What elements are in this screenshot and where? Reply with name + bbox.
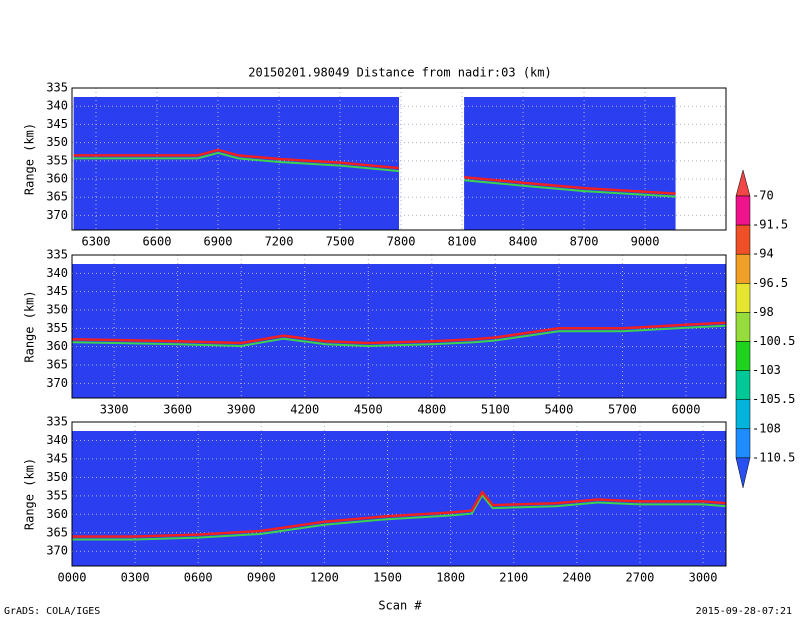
- y-tick-label: 365: [46, 525, 68, 539]
- x-tick-label: 3600: [163, 403, 192, 417]
- x-tick-label: 8400: [509, 235, 538, 249]
- surface-halo: [72, 493, 727, 541]
- x-tick-label: 3000: [689, 571, 718, 585]
- colorbar-segment: [735, 312, 751, 342]
- y-tick-label: 340: [46, 433, 68, 447]
- y-axis-label: Range (km): [23, 458, 37, 530]
- plot-frame: [71, 254, 727, 399]
- y-tick-label: 365: [46, 358, 68, 372]
- colorbar-label: -100.5: [752, 334, 795, 348]
- footer-right: 2015-09-28-07:21: [696, 606, 792, 617]
- y-tick-label: 370: [46, 544, 68, 558]
- y-tick-label: 355: [46, 488, 68, 502]
- y-axis-label: Range (km): [23, 123, 37, 195]
- y-axis-label: Range (km): [23, 290, 37, 362]
- colorbar-label: -103: [752, 363, 781, 377]
- colorbar-label: -96.5: [752, 276, 788, 290]
- data-background: [72, 431, 726, 566]
- y-tick-label: 370: [46, 208, 68, 222]
- y-tick-label: 360: [46, 507, 68, 521]
- x-tick-label: 5700: [608, 403, 637, 417]
- y-tick-label: 350: [46, 303, 68, 317]
- y-tick-label: 345: [46, 117, 68, 131]
- colorbar-segment: [735, 399, 751, 430]
- x-tick-label: 2400: [562, 571, 591, 585]
- y-tick-label: 340: [46, 266, 68, 280]
- y-tick-label: 340: [46, 99, 68, 113]
- y-tick-label: 355: [46, 321, 68, 335]
- colorbar-segment: [735, 224, 751, 255]
- surface-line: [71, 321, 727, 345]
- x-tick-label: 7500: [326, 235, 355, 249]
- colorbar-segment: [735, 169, 751, 197]
- y-tick-label: 360: [46, 339, 68, 353]
- x-tick-label: 5400: [544, 403, 573, 417]
- x-tick-label: 0000: [58, 571, 87, 585]
- colorbar-segment: [735, 253, 751, 284]
- x-tick-label: 6600: [143, 235, 172, 249]
- colorbar-segment: [735, 370, 751, 400]
- x-tick-label: 6900: [204, 235, 233, 249]
- x-tick-label: 1500: [373, 571, 402, 585]
- colorbar-label: -98: [752, 305, 774, 319]
- x-tick-label: 4500: [354, 403, 383, 417]
- x-tick-label: 6000: [672, 403, 701, 417]
- colorbar-label: -94: [752, 247, 774, 261]
- y-tick-label: 335: [46, 81, 68, 95]
- x-tick-label: 7200: [265, 235, 294, 249]
- y-tick-label: 350: [46, 135, 68, 149]
- colorbar-segment: [735, 457, 751, 488]
- x-axis-label: Scan #: [378, 599, 422, 613]
- x-tick-label: 6300: [82, 235, 111, 249]
- colorbar-segment: [735, 341, 751, 371]
- colorbar-segment: [735, 428, 751, 459]
- x-tick-label: 7800: [387, 235, 416, 249]
- plot-frame: [71, 421, 727, 567]
- x-tick-label: 2700: [626, 571, 655, 585]
- x-tick-label: 4200: [290, 403, 319, 417]
- y-tick-label: 335: [46, 415, 68, 429]
- x-tick-label: 2100: [499, 571, 528, 585]
- plot-frame: [71, 87, 727, 231]
- surface-halo: [71, 324, 727, 348]
- x-tick-label: 8700: [570, 235, 599, 249]
- y-tick-label: 345: [46, 284, 68, 298]
- x-tick-label: 3300: [100, 403, 129, 417]
- colorbar-label: -110.5: [752, 450, 795, 464]
- y-tick-label: 360: [46, 172, 68, 186]
- colorbar-segment: [735, 283, 751, 313]
- x-tick-label: 8100: [448, 235, 477, 249]
- x-tick-label: 0600: [184, 571, 213, 585]
- colorbar-label: -91.5: [752, 218, 788, 232]
- x-tick-label: 1800: [436, 571, 465, 585]
- x-tick-label: 0300: [121, 571, 150, 585]
- colorbar-label: -70: [752, 189, 774, 203]
- surface-halo: [73, 151, 676, 198]
- x-tick-label: 0900: [247, 571, 276, 585]
- y-tick-label: 350: [46, 470, 68, 484]
- x-tick-label: 4800: [417, 403, 446, 417]
- colorbar-label: -108: [752, 421, 781, 435]
- x-tick-label: 9000: [631, 235, 660, 249]
- y-tick-label: 345: [46, 451, 68, 465]
- surface-line: [72, 489, 727, 538]
- data-background: [464, 97, 676, 230]
- x-tick-label: 3900: [227, 403, 256, 417]
- y-tick-label: 355: [46, 153, 68, 167]
- x-tick-label: 5100: [481, 403, 510, 417]
- y-tick-label: 365: [46, 190, 68, 204]
- y-tick-label: 335: [46, 248, 68, 262]
- colorbar-label: -105.5: [752, 392, 795, 406]
- y-tick-label: 370: [46, 376, 68, 390]
- x-tick-label: 1200: [310, 571, 339, 585]
- surface-line: [73, 148, 676, 195]
- footer-left: GrADS: COLA/IGES: [4, 606, 100, 617]
- chart-title: 20150201.98049 Distance from nadir:03 (k…: [248, 66, 551, 80]
- colorbar-segment: [735, 195, 751, 226]
